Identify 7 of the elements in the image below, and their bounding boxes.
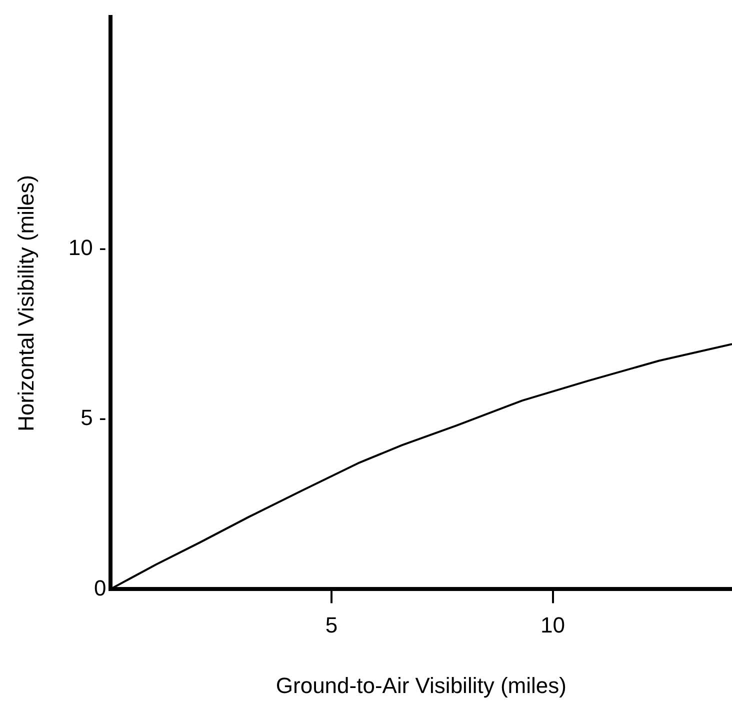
y-axis-title: Horizontal Visibility (miles): [13, 175, 38, 432]
x-axis-title: Ground-to-Air Visibility (miles): [276, 672, 566, 698]
x-tick-label: 5: [325, 612, 338, 638]
y-tick-label: 10 -: [68, 234, 106, 260]
x-tick-label: 10: [540, 612, 566, 638]
y-tick-label: 5 -: [80, 405, 106, 430]
y-tick-label: 0: [94, 575, 106, 600]
